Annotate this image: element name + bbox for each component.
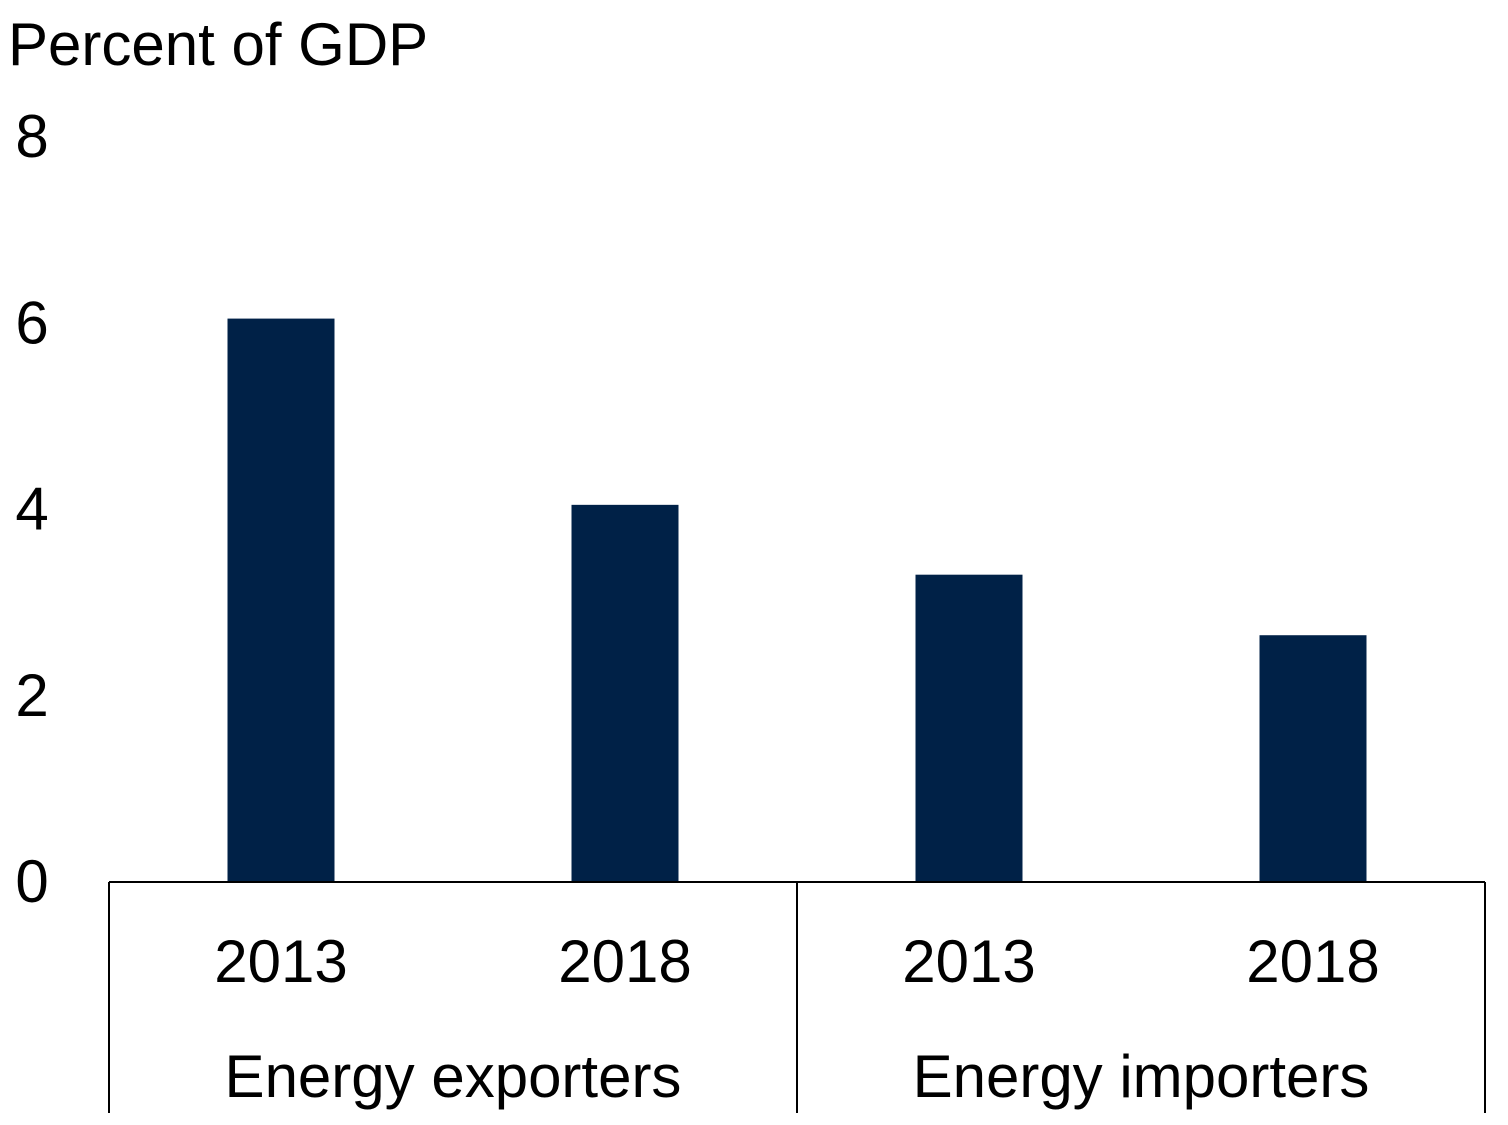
bar: [571, 504, 679, 882]
group-label: Energy exporters: [225, 1043, 682, 1110]
y-tick-label: 0: [15, 848, 48, 915]
x-tick-label: 2018: [1246, 928, 1379, 995]
bar: [1259, 635, 1367, 882]
x-axis: 2013 2018 Energy exporters 2013 2018 Energy i…: [108, 881, 1486, 1113]
y-axis-ticks: 0 2 4 6 8: [15, 103, 48, 915]
y-tick-label: 8: [15, 103, 48, 170]
x-tick-label: 2018: [558, 928, 691, 995]
x-tick-label: 2013: [902, 928, 1035, 995]
y-axis-label: Percent of GDP: [8, 11, 428, 78]
bars: [227, 318, 1367, 882]
x-tick-label: 2013: [214, 928, 347, 995]
y-tick-label: 2: [15, 662, 48, 729]
group-label: Energy importers: [913, 1043, 1370, 1110]
bar: [227, 318, 335, 882]
y-tick-label: 4: [15, 476, 48, 543]
bar: [915, 574, 1023, 882]
y-tick-label: 6: [15, 289, 48, 356]
